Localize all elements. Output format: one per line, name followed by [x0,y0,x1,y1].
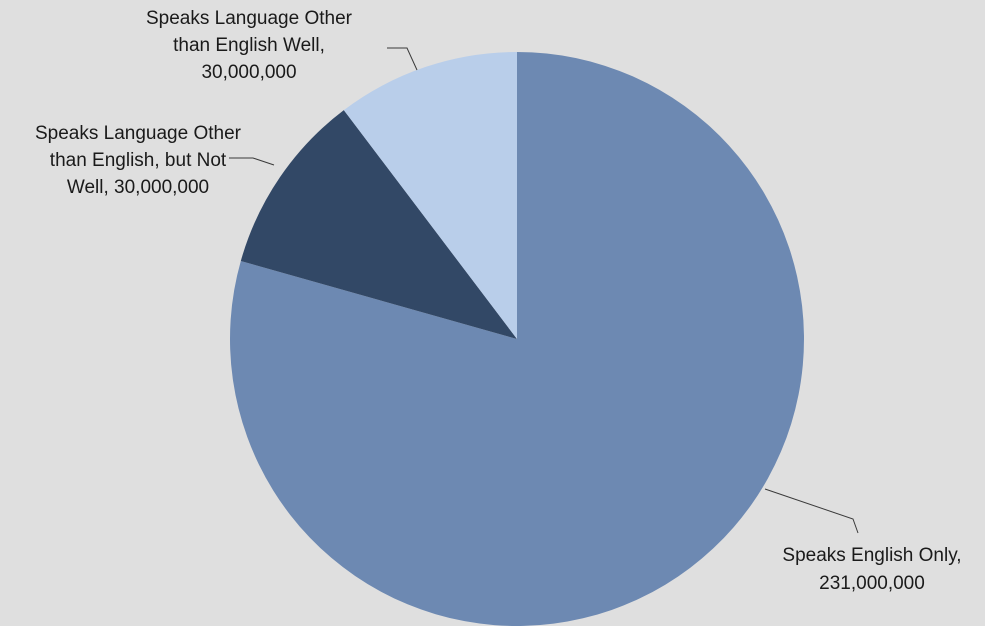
data-label-speaks-language-other-than-english-well: Speaks Language Other than English Well, 3… [146,8,353,83]
data-label-line: 30,000,000 [201,62,296,83]
data-label-line: Well, 30,000,000 [67,177,209,198]
leader-line-speaks-language-other-than-english-well [387,47,418,71]
data-label-line: Speaks Language Other [146,8,353,29]
data-label-line: 231,000,000 [819,573,925,594]
pie-slice-speaks-english-only [230,52,805,626]
data-label-line: than English Well, [173,35,325,56]
data-label-line: Speaks Language Other [35,123,242,144]
pie-slice-speaks-language-other-than-english-but-not-well [240,110,517,339]
data-label-line: Speaks English Only, [782,545,961,566]
leader-line-speaks-language-other-than-english-but-not-well [229,157,275,166]
data-label-speaks-language-other-than-english-but-not-well: Speaks Language Other than English, but N… [35,123,242,198]
data-label-speaks-english-only: Speaks English Only, 231,000,000 [782,545,961,594]
pie-slice-speaks-language-other-than-english-well [343,52,517,339]
data-label-line: than English, but Not [50,150,227,171]
leader-line-speaks-english-only [764,488,859,534]
